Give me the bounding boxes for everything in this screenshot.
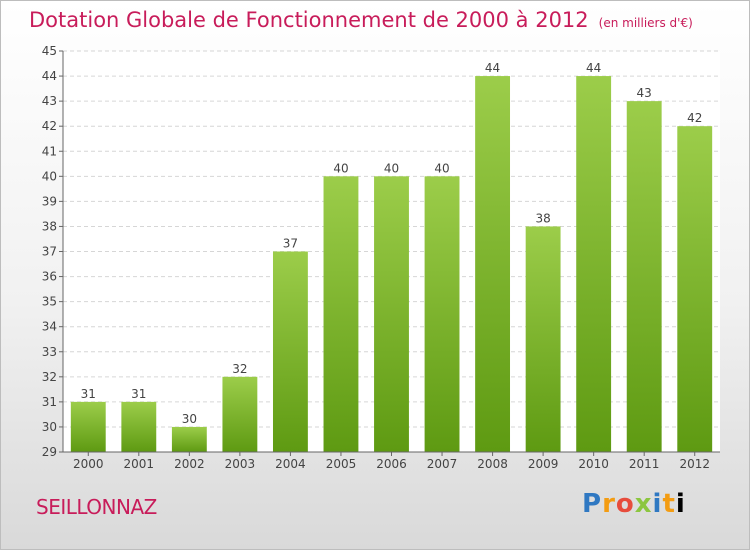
y-tick-label: 33 — [42, 345, 57, 359]
bar-value-label: 43 — [637, 86, 652, 100]
x-tick-label: 2006 — [376, 457, 407, 471]
commune-name: SEILLONNAZ — [36, 495, 157, 519]
bar-layer — [70, 76, 713, 452]
x-tick-label: 2005 — [326, 457, 357, 471]
x-tick-label: 2001 — [124, 457, 155, 471]
bar-value-label: 30 — [182, 412, 197, 426]
x-tick-label: 2011 — [629, 457, 660, 471]
bar — [171, 426, 207, 452]
y-tick-label: 37 — [42, 245, 57, 259]
x-tick-label: 2000 — [73, 457, 104, 471]
label-layer: 31 31 30 32 37 40 40 40 44 38 44 43 42 — [81, 61, 703, 426]
bar — [475, 76, 511, 452]
bar — [576, 76, 612, 452]
x-tick-label: 2010 — [578, 457, 609, 471]
bar-value-label: 44 — [485, 61, 500, 75]
bar — [272, 251, 308, 452]
chart-title-text: Dotation Globale de Fonctionnement de 20… — [29, 8, 589, 32]
logo-letter: i — [652, 489, 663, 519]
logo-letter: i — [675, 489, 686, 519]
bar — [626, 101, 662, 452]
y-tick-label: 36 — [42, 270, 57, 284]
chart-title: Dotation Globale de Fonctionnement de 20… — [29, 8, 693, 32]
bar-value-label: 40 — [384, 161, 399, 175]
y-tick-label: 34 — [42, 320, 57, 334]
bar-value-label: 31 — [131, 387, 146, 401]
y-tick-label: 35 — [42, 295, 57, 309]
logo-letter: t — [662, 489, 676, 519]
bar — [222, 376, 258, 452]
x-tick-label: 2008 — [477, 457, 508, 471]
bar-value-label: 40 — [333, 161, 348, 175]
bar-value-label: 40 — [434, 161, 449, 175]
bar-value-label: 42 — [687, 111, 702, 125]
y-tick-label: 39 — [42, 194, 57, 208]
proxiti-logo[interactable]: Proxiti — [582, 489, 686, 519]
y-tick-label: 29 — [42, 445, 57, 459]
y-tick-label: 31 — [42, 395, 57, 409]
axis-layer: 29 30 31 32 33 34 35 36 37 38 39 40 41 42 43 44 45 2000 20… — [42, 44, 720, 471]
logo-letter: o — [615, 489, 635, 519]
bar — [424, 176, 460, 452]
bar — [677, 126, 713, 452]
y-tick-label: 38 — [42, 219, 57, 233]
x-tick-label: 2007 — [427, 457, 458, 471]
y-tick-label: 40 — [42, 169, 57, 183]
y-tick-label: 42 — [42, 119, 57, 133]
bar — [374, 176, 409, 452]
bar — [323, 176, 359, 452]
bar-value-label: 38 — [535, 211, 550, 225]
x-tick-label: 2012 — [679, 457, 710, 471]
y-tick-label: 43 — [42, 94, 57, 108]
x-tick-label: 2003 — [225, 457, 256, 471]
bar-value-label: 31 — [81, 387, 96, 401]
bar-value-label: 37 — [283, 237, 298, 251]
bar — [121, 401, 157, 452]
x-tick-label: 2002 — [174, 457, 205, 471]
chart-subtitle: (en milliers d'€) — [598, 16, 693, 30]
logo-letter: x — [634, 489, 653, 519]
logo-letter: r — [602, 489, 616, 519]
logo-letter: P — [582, 489, 603, 519]
y-tick-label: 30 — [42, 420, 57, 434]
y-tick-label: 41 — [42, 144, 57, 158]
x-tick-label: 2009 — [528, 457, 559, 471]
y-tick-label: 44 — [42, 69, 57, 83]
bar — [70, 401, 106, 452]
bar-value-label: 32 — [232, 362, 247, 376]
y-tick-label: 32 — [42, 370, 57, 384]
x-tick-label: 2004 — [275, 457, 306, 471]
bar — [525, 226, 561, 452]
y-tick-label: 45 — [42, 44, 57, 58]
bar-value-label: 44 — [586, 61, 601, 75]
